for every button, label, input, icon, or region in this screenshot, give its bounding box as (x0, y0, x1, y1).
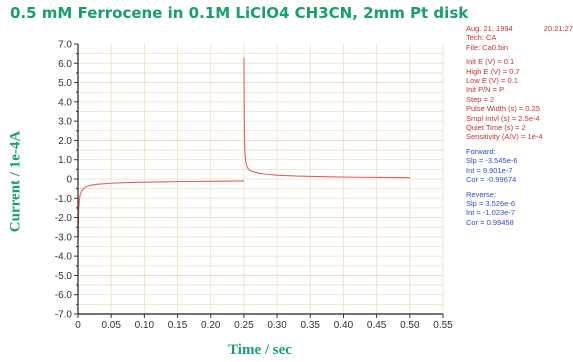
y-tick-label: 3.0 (58, 117, 72, 128)
y-tick-label: 4.0 (58, 97, 72, 108)
x-tick-label: 0.15 (168, 320, 188, 331)
date-time-row: Aug. 21, 1994 20:21:27 (466, 24, 573, 33)
parameter-panel: Aug. 21, 1994 20:21:27 Tech: CA File: Ca… (466, 24, 573, 227)
parameter-line: Smpl Intvl (s) = 2.5e-4 (466, 113, 540, 123)
y-tick-label: 6.0 (58, 59, 72, 70)
y-tick-label: -3.0 (55, 232, 73, 243)
y-tick-label: -1.0 (55, 194, 73, 205)
y-tick-label: -4.0 (55, 252, 73, 263)
parameter-line: Low E (V) = 0.1 (466, 76, 518, 86)
x-tick-label: 0.50 (400, 320, 420, 331)
tick-labels: 0 0.05 0.10 0.15 0.20 0.25 0.30 0.35 0.40 0.45 0.5… (55, 40, 453, 332)
x-tick-label: 0.35 (301, 320, 321, 331)
forward-fit-line: Slp = -3.545e-6 (466, 156, 518, 166)
y-tick-label: 7.0 (58, 40, 72, 51)
y-tick-label: -7.0 (55, 310, 73, 321)
time-text: 20:21:27 (543, 24, 573, 33)
y-tick-label: 5.0 (58, 78, 72, 89)
forward-fit-line: Int = 9.901e-7 (466, 165, 513, 175)
reverse-fit: Reverse: Slp = 3.526e-6 Int = -1.023e-7 Cor… (466, 190, 573, 228)
parameter-line: Sensitivity (A/V) = 1e-4 (466, 132, 543, 142)
y-tick-label: 1.0 (58, 155, 72, 166)
tick-marks (74, 43, 444, 318)
x-tick-label: 0.10 (135, 320, 155, 331)
y-tick-label: 2.0 (58, 136, 72, 147)
y-tick-label: -6.0 (55, 290, 73, 301)
y-tick-label: 0 (66, 175, 72, 186)
x-tick-label: 0.30 (267, 320, 287, 331)
x-tick-label: 0.55 (433, 320, 453, 331)
forward-fit: Forward: Slp = -3.545e-6 Int = 9.901e-7 Cor… (466, 147, 573, 185)
parameter-line: Step = 2 (466, 94, 495, 104)
series-line-2 (243, 57, 410, 179)
parameter-line: High E (V) = 0.7 (466, 66, 520, 76)
parameter-line: Quiet Time (s) = 2 (466, 123, 526, 133)
parameter-list: Init E (V) = 0.1 High E (V) = 0.7 Low E (V… (466, 57, 573, 142)
gridlines (78, 44, 444, 314)
reverse-fit-line: Int = -1.023e-7 (466, 208, 515, 218)
tech-text: Tech: CA (466, 33, 497, 43)
reverse-fit-line: Slp = 3.526e-6 (466, 198, 515, 208)
plot-lines (77, 57, 410, 237)
x-tick-label: 0.05 (101, 320, 121, 331)
date-text: Aug. 21, 1994 (466, 24, 513, 33)
parameter-line: Init E (V) = 0.1 (466, 57, 515, 67)
x-tick-label: 0.40 (334, 320, 354, 331)
x-tick-label: 0.20 (201, 320, 221, 331)
x-axis-label: Time / sec (228, 342, 292, 358)
reverse-fit-line: Reverse: (466, 189, 497, 199)
forward-fit-line: Cor = -0.99674 (466, 175, 517, 185)
parameter-line: Pulse Width (s) = 0.25 (466, 104, 540, 114)
chart-title: 0.5 mM Ferrocene in 0.1M LiClO4 CH3CN, 2… (10, 4, 469, 22)
x-tick-label: 0.45 (367, 320, 387, 331)
y-tick-label: -2.0 (55, 213, 73, 224)
y-tick-label: -5.0 (55, 271, 73, 282)
x-tick-label: 0 (75, 320, 81, 331)
parameter-line: Init P/N = P (466, 85, 505, 95)
x-tick-label: 0.25 (234, 320, 254, 331)
y-axis-label: Current / 1e-4A (7, 130, 24, 233)
series-line-1 (77, 180, 244, 237)
reverse-fit-line: Cor = 0.99458 (466, 217, 514, 227)
forward-fit-line: Forward: (466, 146, 496, 156)
file-text: File: Ca0.bin (466, 42, 509, 52)
